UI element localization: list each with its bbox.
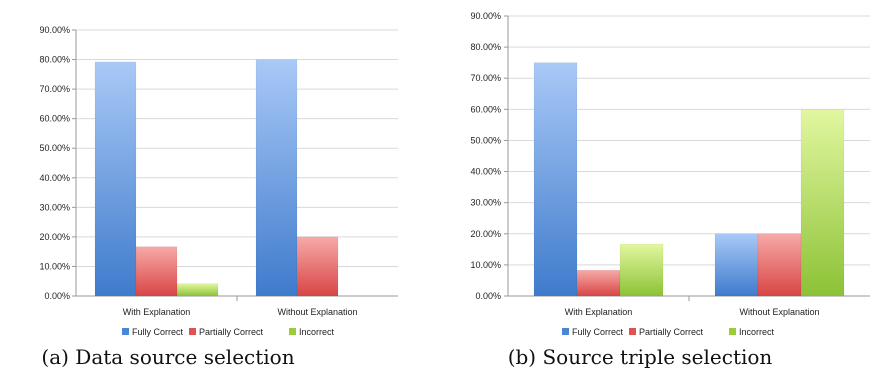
bar-partially-correct	[296, 236, 339, 297]
y-tick-label: 70.00%	[470, 73, 501, 83]
figure-caption: (a) Data source selection	[41, 345, 294, 369]
y-tick-label: 60.00%	[39, 114, 70, 124]
y-tick-label: 30.00%	[470, 198, 501, 208]
chart-0: 0.00% 10.00% 20.00% 30.00% 40.00% 50.00% 60.00…	[39, 25, 398, 369]
x-tick-label: With Explanation	[565, 307, 633, 317]
legend-swatch	[289, 328, 296, 335]
figure-caption: (b) Source triple selection	[508, 345, 773, 369]
y-tick-label: 20.00%	[470, 229, 501, 239]
bar-partially-correct	[135, 246, 178, 297]
legend-label: Incorrect	[299, 327, 335, 337]
x-tick-label: With Explanation	[123, 307, 191, 317]
bar-incorrect	[619, 243, 664, 297]
bar-fully-correct	[533, 62, 578, 297]
bar-fully-correct	[255, 59, 298, 297]
x-tick-label: Without Explanation	[277, 307, 357, 317]
bar-incorrect	[800, 109, 845, 297]
bar-fully-correct	[94, 61, 137, 297]
bar-incorrect	[176, 283, 219, 297]
chart-1: 0.00% 10.00% 20.00% 30.00% 40.00% 50.00% 60.00…	[470, 11, 870, 369]
y-tick-label: 30.00%	[39, 202, 70, 212]
y-tick-label: 80.00%	[39, 55, 70, 65]
y-tick-label: 90.00%	[470, 11, 501, 21]
legend-label: Fully Correct	[572, 327, 624, 337]
legend-label: Incorrect	[739, 327, 775, 337]
y-tick-label: 80.00%	[470, 42, 501, 52]
legend-swatch	[122, 328, 129, 335]
y-tick-label: 40.00%	[470, 167, 501, 177]
legend-swatch	[189, 328, 196, 335]
legend-label: Fully Correct	[132, 327, 184, 337]
y-tick-label: 0.00%	[475, 291, 501, 301]
legend-label: Partially Correct	[639, 327, 704, 337]
y-tick-label: 50.00%	[470, 135, 501, 145]
bar-partially-correct	[757, 233, 802, 297]
x-tick-label: Without Explanation	[739, 307, 819, 317]
legend-swatch	[729, 328, 736, 335]
y-tick-label: 60.00%	[470, 104, 501, 114]
y-tick-label: 10.00%	[470, 260, 501, 270]
y-tick-label: 50.00%	[39, 143, 70, 153]
legend-swatch	[629, 328, 636, 335]
y-tick-label: 0.00%	[44, 291, 70, 301]
y-tick-label: 20.00%	[39, 232, 70, 242]
legend-swatch	[562, 328, 569, 335]
y-tick-label: 40.00%	[39, 173, 70, 183]
bar-fully-correct	[714, 233, 759, 297]
y-tick-label: 70.00%	[39, 84, 70, 94]
bar-partially-correct	[576, 269, 621, 297]
legend-label: Partially Correct	[199, 327, 264, 337]
y-tick-label: 10.00%	[39, 261, 70, 271]
y-tick-label: 90.00%	[39, 25, 70, 35]
